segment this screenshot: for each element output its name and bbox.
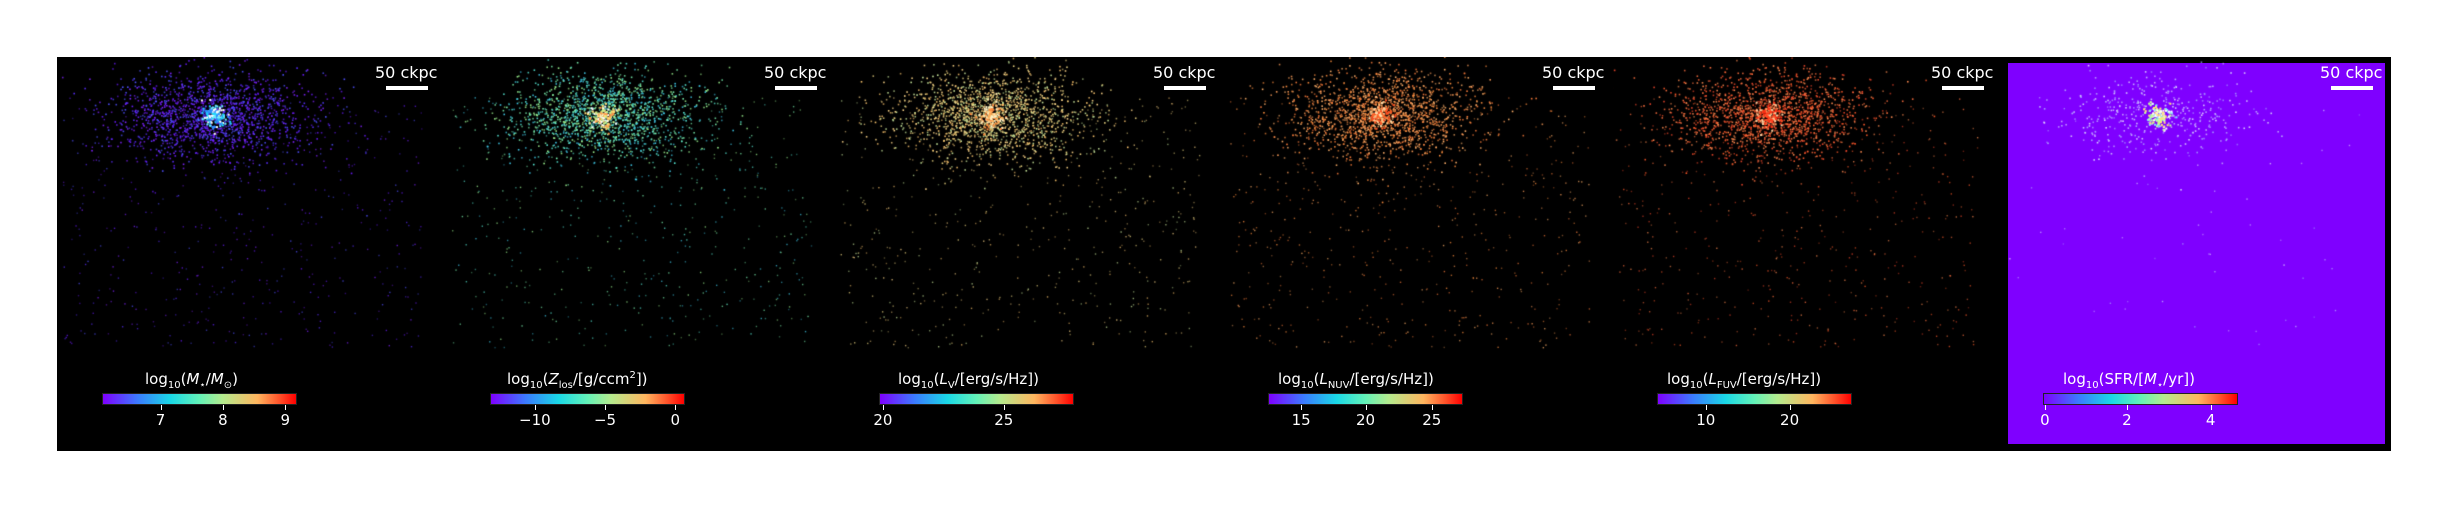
colorbar-tick-label: 9 [280, 411, 291, 429]
colorbar-label: log10(LV/[erg/s/Hz]) [898, 370, 1040, 391]
colorbar [2043, 393, 2238, 405]
colorbar [490, 393, 685, 405]
scale-bar-label: 50 ckpc [2320, 63, 2383, 82]
colorbar-tick [605, 405, 607, 410]
colorbar-tick [882, 405, 884, 410]
colorbar-tick [285, 405, 287, 410]
colorbar-label: log10(Zlos/[g/ccm2]) [507, 370, 648, 391]
colorbar-tick [1705, 405, 1707, 410]
scale-bar [775, 86, 817, 90]
colorbar-tick [1003, 405, 1005, 410]
panel-nuv-luminosity: 50 ckpc log10(LNUV/[erg/s/Hz]) 15 20 25 [1224, 57, 1607, 451]
colorbar-tick-label: 10 [1696, 411, 1716, 429]
scale-bar [2331, 86, 2373, 90]
scale-bar [386, 86, 428, 90]
colorbar-tick [160, 405, 162, 410]
colorbar [879, 393, 1074, 405]
colorbar-tick-label: 20 [1355, 411, 1376, 429]
colorbar-tick-label: 20 [1780, 411, 1800, 429]
colorbar-tick [222, 405, 224, 410]
scale-bar [1942, 86, 1984, 90]
colorbar-label: log10(LNUV/[erg/s/Hz]) [1278, 370, 1434, 391]
colorbar-tick-label: 25 [1422, 411, 1442, 429]
particle-map [2002, 57, 2385, 451]
colorbar-tick [534, 405, 536, 410]
panel-v-luminosity: 50 ckpc log10(LV/[erg/s/Hz]) 20 25 [835, 57, 1218, 451]
colorbar [1268, 393, 1463, 405]
colorbar-label: log10(SFR/[M⋆/yr]) [2063, 370, 2195, 391]
scale-bar-label: 50 ckpc [1931, 63, 1994, 82]
scale-bar [1553, 86, 1595, 90]
colorbar-tick-label: 25 [994, 411, 1014, 429]
colorbar-tick-label: 7 [155, 411, 166, 429]
scale-bar [1164, 86, 1206, 90]
colorbar-tick-label: 8 [218, 411, 228, 429]
colorbar-tick-label: 4 [2205, 411, 2216, 429]
colorbar-label: log10(LFUV/[erg/s/Hz]) [1667, 370, 1822, 391]
panel-fuv-luminosity: 50 ckpc log10(LFUV/[erg/s/Hz]) 10 20 [1613, 57, 1996, 451]
particle-map [835, 57, 1218, 451]
scale-bar-label: 50 ckpc [764, 63, 827, 82]
scale-bar-label: 50 ckpc [1153, 63, 1216, 82]
colorbar-tick [2044, 405, 2046, 410]
panel-sfr: 50 ckpc log10(SFR/[M⋆/yr]) 0 2 4 [2002, 57, 2385, 451]
particle-map [1613, 57, 1996, 451]
scale-bar-label: 50 ckpc [375, 63, 438, 82]
colorbar-tick [1431, 405, 1433, 410]
colorbar-tick [2210, 405, 2212, 410]
colorbar-tick-label: 20 [873, 411, 893, 429]
colorbar [102, 393, 297, 405]
colorbar-tick-label: 2 [2122, 411, 2132, 429]
colorbar [1657, 393, 1852, 405]
colorbar-tick-label: 15 [1291, 411, 1311, 429]
particle-map [1224, 57, 1607, 451]
panel-stellar-mass: 50 ckpc log10(M⋆/M⊙) 7 8 9 [57, 57, 440, 451]
particle-map [57, 57, 440, 451]
colorbar-tick [2126, 405, 2128, 410]
colorbar-tick-label: 0 [670, 411, 681, 429]
particle-map [446, 57, 829, 451]
colorbar-tick-label: 0 [2040, 411, 2050, 429]
colorbar-tick-label: −10 [519, 411, 551, 429]
scale-bar-label: 50 ckpc [1542, 63, 1605, 82]
colorbar-label: log10(M⋆/M⊙) [145, 370, 238, 391]
panel-metallicity: 50 ckpc log10(Zlos/[g/ccm2]) −10 −5 0 [446, 57, 829, 451]
colorbar-tick [1301, 405, 1303, 410]
colorbar-tick-label: −5 [593, 411, 617, 429]
colorbar-tick [1365, 405, 1367, 410]
colorbar-tick [675, 405, 677, 410]
colorbar-tick [1789, 405, 1791, 410]
